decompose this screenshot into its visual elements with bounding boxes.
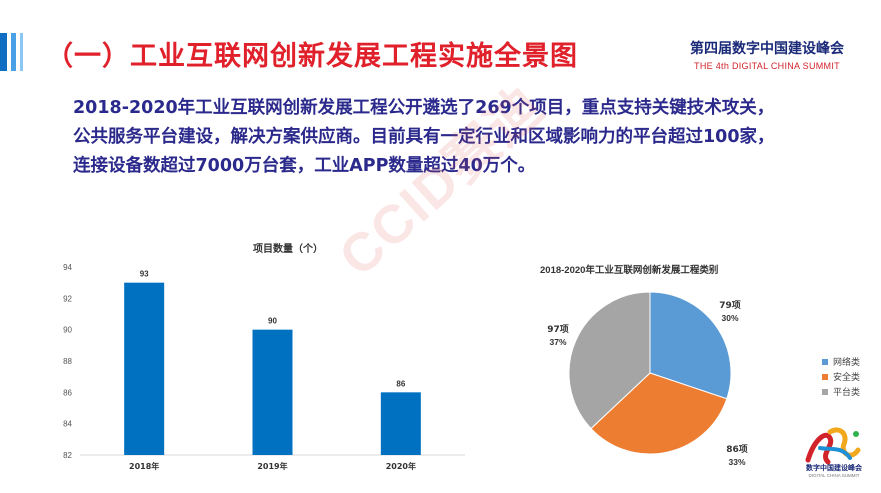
- y-tick-label: 88: [63, 357, 72, 366]
- x-tick-label: 2018年: [129, 461, 159, 471]
- legend-label: 网络类: [833, 357, 861, 367]
- bar-chart-title: 项目数量（个）: [253, 244, 323, 255]
- logo-text: 数字中国建设峰会: [806, 465, 862, 472]
- pie-legend: 网络类 安全类 平台类: [822, 354, 860, 399]
- y-tick-label: 94: [63, 263, 72, 272]
- legend-label: 安全类: [833, 372, 861, 382]
- summary-line: 连接设备数超过7000万台套，工业APP数量超过40万个。: [73, 156, 536, 176]
- summary-line: 公共服务平台建设，解决方案供应商。目前具有一定行业和区域影响力的平台超过100家…: [73, 127, 775, 147]
- pie-chart: 79项 30% 86项 33% 97项 37%: [547, 291, 748, 467]
- logo-subtext: DIGITAL CHINA SUMMIT: [808, 473, 860, 478]
- pie-value-label: 97项: [547, 324, 569, 335]
- y-tick-label: 92: [63, 294, 72, 303]
- pie-value-label: 79项: [719, 300, 741, 311]
- legend-item-platform: 平台类: [822, 384, 860, 399]
- legend-label: 平台类: [833, 387, 861, 397]
- bar-data-label: 86: [396, 379, 405, 388]
- y-tick-label: 90: [63, 326, 72, 335]
- legend-swatch: [822, 373, 828, 380]
- slide-title: （一）工业互联网创新发展工程实施全景图: [46, 41, 578, 72]
- bar-chart: 82 84 86 88 90 92 94 93 2018年 90 2019年 86 2020年: [63, 263, 465, 471]
- brand-name-cn: 第四届数字中国建设峰会: [690, 41, 844, 57]
- pie-percent-label: 30%: [721, 313, 738, 323]
- y-tick-label: 82: [63, 451, 72, 460]
- legend-item-network: 网络类: [822, 354, 860, 369]
- x-tick-label: 2020年: [386, 461, 416, 471]
- summit-logo-icon: [805, 427, 861, 465]
- accent-bar-light: [20, 33, 23, 71]
- x-tick-label: 2019年: [257, 461, 287, 471]
- accent-bar-mid: [11, 33, 16, 71]
- y-tick-label: 86: [63, 388, 72, 397]
- pie-percent-label: 37%: [549, 337, 566, 347]
- pie-value-label: 86项: [726, 444, 748, 455]
- legend-swatch: [822, 358, 828, 365]
- summit-brand: 第四届数字中国建设峰会 THE 4th DIGITAL CHINA SUMMIT: [690, 38, 844, 71]
- y-tick-label: 84: [63, 420, 72, 429]
- brand-name-en: THE 4th DIGITAL CHINA SUMMIT: [694, 61, 840, 71]
- bar-data-label: 93: [140, 270, 149, 279]
- bar-2018年: [124, 282, 165, 455]
- legend-swatch: [822, 388, 828, 395]
- pie-chart-title: 2018-2020年工业互联网创新发展工程类别: [540, 265, 719, 276]
- bar-data-label: 90: [268, 317, 277, 326]
- summary-line: 2018-2020年工业互联网创新发展工程公开遴选了269个项目，重点支持关键技…: [73, 98, 775, 118]
- summary-text: 2018-2020年工业互联网创新发展工程公开遴选了269个项目，重点支持关键技…: [73, 94, 833, 181]
- pie-slice-平台类: [568, 291, 651, 430]
- bar-2020年: [380, 392, 421, 455]
- legend-item-security: 安全类: [822, 369, 860, 384]
- bar-2019年: [252, 329, 293, 455]
- pie-percent-label: 33%: [728, 457, 745, 467]
- pie-slice-安全类: [590, 372, 728, 455]
- pie-slice-网络类: [649, 291, 732, 400]
- accent-bar-dark: [0, 33, 7, 71]
